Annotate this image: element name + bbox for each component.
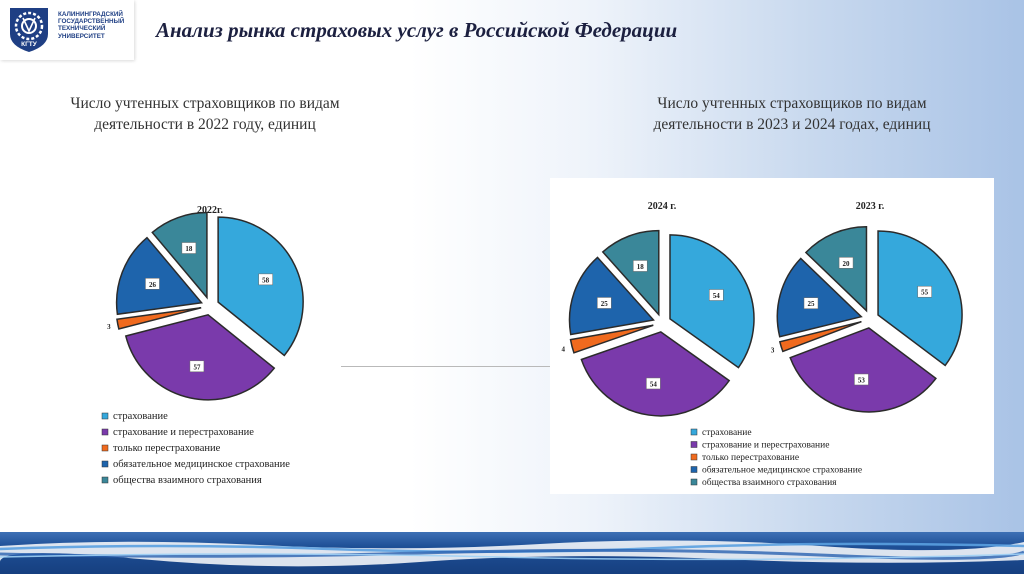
pie-slice-обязательное-медицинское-страхование — [568, 256, 655, 336]
footer-banner — [0, 532, 1024, 574]
legend-swatch-только-перестрахование — [690, 453, 698, 461]
pie-chart-2022: 2022г. 58 57 3 26 18 страхование страхование и … — [101, 205, 304, 486]
data-label-box — [258, 273, 273, 286]
pie-slice-только-перестрахование — [116, 306, 202, 330]
chart-title: 2022г. — [197, 205, 223, 216]
pie-slice-только-перестрахование — [569, 324, 654, 354]
legend-swatch-страхование-и-перестрахование — [101, 428, 109, 436]
pie-charts-2023-2024: 2024 г. 54 54 4 25 18 2023 г. 55 53 3 25 20 страхова… — [562, 201, 963, 488]
data-label: 53 — [858, 376, 866, 384]
caption-2022: Число учтенных страховщиков по видам дея… — [70, 95, 340, 133]
legend-label: страхование — [113, 411, 168, 422]
chart-card-2022: 2022г. 58 57 3 26 18 страхование страхование и … — [94, 181, 341, 493]
pie-slice-обязательное-медицинское-страхование — [776, 257, 863, 338]
data-label-box — [646, 377, 661, 390]
pie-slice-общества-взаимного-страхования — [804, 225, 868, 313]
logo-line: УНИВЕРСИТЕТ — [58, 32, 105, 40]
data-label-box — [917, 285, 932, 298]
data-label-box — [189, 360, 205, 373]
data-label-box — [838, 257, 854, 269]
legend-swatch-обязательное-медицинское-страхование — [101, 460, 109, 468]
data-label: 58 — [262, 276, 270, 284]
logo-line: КАЛИНИНГРАДСКИЙ — [58, 11, 123, 18]
data-label-box — [709, 289, 724, 301]
data-label: 57 — [193, 363, 201, 371]
data-label: 55 — [921, 289, 929, 297]
data-label: 20 — [843, 260, 851, 268]
logo-emblem-text: КГТУ — [21, 41, 38, 48]
legend-label: только перестрахование — [113, 443, 221, 454]
page-title: Анализ рынка страховых услуг в Российско… — [156, 18, 678, 42]
legend-swatch-общества-взаимного-страхования — [101, 476, 109, 484]
data-label-box — [597, 297, 612, 309]
legend-swatch-страхование-и-перестрахование — [690, 441, 698, 448]
data-label: 25 — [808, 300, 816, 308]
pie-slice-страхование-и-перестрахование — [124, 313, 276, 401]
wave-decoration — [0, 540, 1024, 567]
data-label: 4 — [562, 346, 566, 354]
data-label: 26 — [149, 281, 157, 289]
legend-swatch-страхование — [101, 412, 109, 420]
logo-text: КАЛИНИНГРАДСКИЙ ГОСУДАРСТВЕННЫЙ ТЕХНИЧЕС… — [58, 11, 132, 40]
chart-title: 2024 г. — [648, 201, 677, 212]
pie-slice-страхование-и-перестрахование — [580, 331, 731, 417]
legend-label: обязательное медицинское страхование — [702, 465, 862, 476]
legend-label: страхование и перестрахование — [702, 441, 829, 451]
pie-slice-только-перестрахование — [778, 320, 862, 353]
pie-slice-страхование — [217, 216, 304, 357]
data-label: 54 — [650, 380, 658, 388]
legend-swatch-страхование — [690, 428, 698, 436]
data-label-box — [632, 260, 648, 272]
pie-slice-страхование-и-перестрахование — [789, 327, 937, 413]
university-logo: КГТУ КАЛИНИНГРАДСКИЙ ГОСУДАРСТВЕННЫЙ ТЕХ… — [0, 0, 134, 60]
legend-swatch-общества-взаимного-страхования — [690, 478, 698, 486]
legend-label: только перестрахование — [702, 453, 799, 463]
pie-slice-общества-взаимного-страхования — [601, 229, 660, 317]
logo-line: ТЕХНИЧЕСКИЙ — [58, 25, 106, 33]
data-label: 54 — [713, 292, 721, 300]
data-label: 3 — [107, 323, 111, 331]
data-label-box — [854, 373, 869, 386]
chart-card-2023-2024: 2024 г. 54 54 4 25 18 2023 г. 55 53 3 25 20 страхова… — [550, 178, 994, 494]
legend-label: обязательное медицинское страхование — [113, 459, 290, 470]
pie-slice-обязательное-медицинское-страхование — [115, 236, 204, 316]
data-label: 25 — [601, 300, 609, 308]
legend-swatch-обязательное-медицинское-страхование — [690, 466, 698, 473]
caption-2023-2024: Число учтенных страховщиков по видам дея… — [653, 95, 931, 133]
divider-line — [341, 366, 551, 367]
chart-title: 2023 г. — [856, 201, 885, 212]
data-label-box — [145, 278, 160, 290]
legend-label: общества взаимного страхования — [113, 475, 262, 486]
data-label: 3 — [771, 346, 775, 354]
pie-slice-страхование — [669, 234, 755, 369]
gear-emblem-icon: КГТУ — [10, 8, 48, 52]
data-label-box — [803, 297, 819, 309]
legend-label: страхование и перестрахование — [113, 427, 254, 438]
data-label: 18 — [185, 245, 193, 253]
data-label-box — [181, 242, 197, 254]
pie-slice-страхование — [877, 230, 963, 367]
pie-slice-общества-взаимного-страхования — [151, 211, 208, 300]
legend-label: страхование — [702, 428, 752, 438]
legend-swatch-только-перестрахование — [101, 444, 109, 452]
legend-label: общества взаимного страхования — [702, 477, 837, 488]
logo-line: ГОСУДАРСТВЕННЫЙ — [58, 18, 125, 26]
data-label: 18 — [637, 263, 645, 271]
